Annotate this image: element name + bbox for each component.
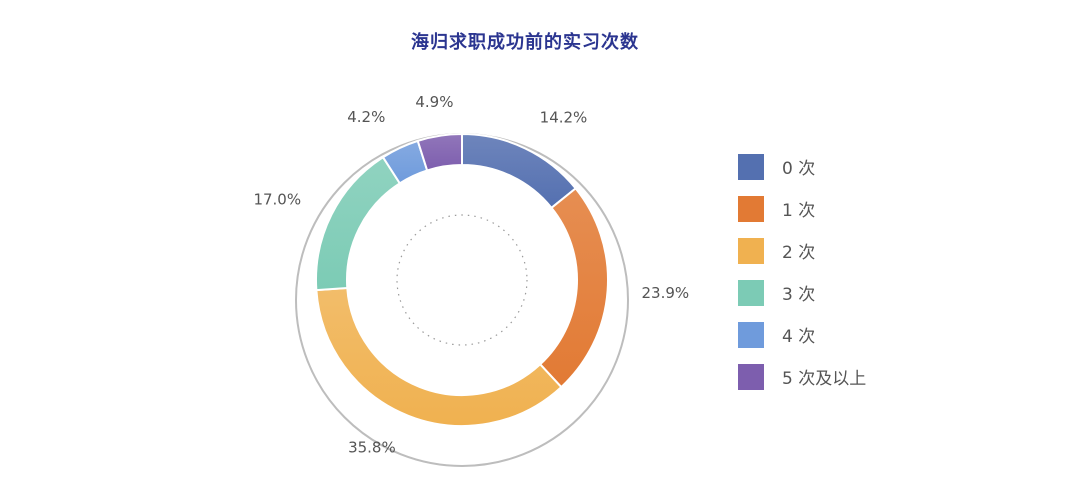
slice-1 <box>538 186 609 389</box>
legend-label-2: 2 次 <box>782 243 815 263</box>
legend-swatch-2 <box>738 238 764 264</box>
legend: 0 次 1 次 2 次 3 次 4 次 5 次及以上 <box>738 154 866 390</box>
slice-labels: 14.2% 23.9% 35.8% 17.0% 4.2% 4.9% <box>253 93 689 456</box>
legend-label-3: 3 次 <box>782 285 815 305</box>
slice-2 <box>315 286 563 427</box>
legend-swatch-4 <box>738 322 764 348</box>
slice-3 <box>315 155 402 292</box>
legend-label-1: 1 次 <box>782 201 815 221</box>
inner-dotted-ring <box>396 214 528 346</box>
slice-label-0: 14.2% <box>540 109 588 127</box>
legend-swatch-5 <box>738 364 764 390</box>
slice-label-3: 17.0% <box>253 190 301 208</box>
legend-swatch-1 <box>738 196 764 222</box>
slices <box>315 132 609 427</box>
legend-swatch-3 <box>738 280 764 306</box>
slice-label-1: 23.9% <box>642 284 690 302</box>
slice-label-2: 35.8% <box>348 438 396 456</box>
legend-label-0: 0 次 <box>782 159 815 179</box>
legend-label-4: 4 次 <box>782 327 815 347</box>
legend-label-5: 5 次及以上 <box>782 369 866 389</box>
chart-title: 海归求职成功前的实习次数 <box>411 32 639 53</box>
slice-label-4: 4.2% <box>347 108 385 126</box>
legend-swatch-0 <box>738 154 764 180</box>
slice-0 <box>461 132 578 210</box>
slice-label-5: 4.9% <box>415 93 453 111</box>
slice-5 <box>416 132 463 172</box>
